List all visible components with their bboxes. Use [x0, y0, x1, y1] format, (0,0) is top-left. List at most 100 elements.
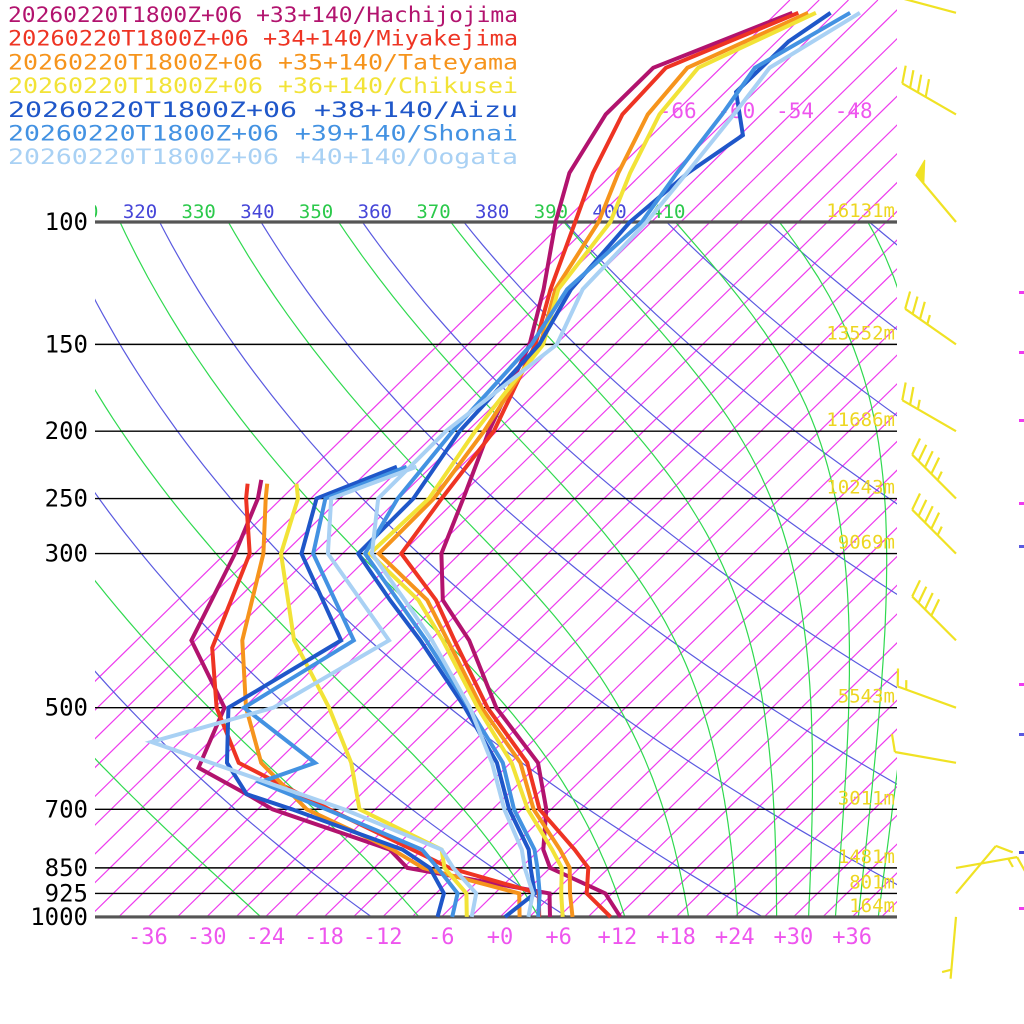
edge-tick	[1019, 851, 1024, 854]
temp-label-bottom: +6	[545, 925, 572, 950]
isotherm-line	[95, 37, 897, 826]
wind-barb-half	[936, 526, 943, 536]
edge-tick	[1019, 291, 1024, 294]
isotherm-line	[646, 670, 897, 917]
dry-adiabat-line	[95, 298, 763, 917]
altitude-label: 13552m	[826, 322, 895, 344]
legend: 20260220T1800Z+06 +33+140/Hachijojima202…	[8, 3, 518, 169]
isotherm-line	[95, 66, 897, 855]
temperature-curve-hachijojima	[439, 10, 794, 918]
wind-barb-column	[890, 0, 1024, 979]
pressure-label: 200	[45, 417, 88, 445]
wind-barb-staff	[904, 307, 957, 346]
edge-tick	[1019, 351, 1024, 354]
wind-barb-staff	[903, 0, 957, 14]
wind-barb-full	[904, 291, 912, 310]
wind-barb-full	[923, 592, 934, 610]
temp-label-bottom: +24	[715, 925, 755, 950]
isotherm-line	[411, 440, 897, 917]
legend-entry-tateyama: 20260220T1800Z+06 +35+140/Tateyama	[8, 50, 518, 74]
isotherm-line	[352, 383, 897, 917]
isotherm-line	[206, 239, 897, 917]
isotherm-line	[147, 181, 897, 917]
wind-barb-full	[918, 301, 926, 320]
wind-barb-staff	[911, 453, 957, 500]
theta-label: 390	[534, 201, 568, 223]
wind-barb-full	[924, 78, 931, 98]
wind-barb-staff	[901, 82, 957, 116]
edge-tick	[1019, 907, 1024, 910]
theta-axis-labels: 310 320 330 340 350 360 370 380 390 400 410	[64, 201, 685, 223]
wind-barb-250hpa	[911, 438, 957, 500]
moist-adiabat-line	[778, 222, 888, 917]
dewpoint-curve-chikusei	[278, 483, 469, 917]
wind-barb-staff	[949, 916, 958, 979]
temp-label-bottom: -12	[363, 925, 403, 950]
isotherm-line	[734, 757, 897, 917]
temp-label-bottom: +12	[597, 925, 637, 950]
dewpoint-curve-miyakejima	[210, 483, 542, 917]
theta-label: 370	[416, 201, 450, 223]
temperature-curve-aizu	[355, 11, 832, 919]
isotherm-line	[675, 699, 897, 917]
wind-barb-600hpa	[890, 734, 957, 764]
theta-label: 360	[358, 201, 392, 223]
temp-label-bottom: +36	[832, 925, 872, 950]
theta-label: 310	[64, 201, 98, 223]
legend-entry-chikusei: 20260220T1800Z+06 +36+140/Chikusei	[8, 74, 518, 98]
temperature-curve-tateyama	[375, 10, 809, 918]
dry-adiabat-line	[564, 222, 897, 505]
altitude-label: 801m	[849, 871, 895, 893]
wind-barb-150hpa	[904, 291, 957, 346]
theta-label: 330	[182, 201, 216, 223]
wind-barb-staff	[897, 685, 957, 709]
altitude-label: 10243m	[826, 477, 895, 499]
pressure-axis: 100 16131m 150 13552m 200 11686m 250 10243m 300 9…	[30, 200, 897, 931]
pressure-label: 1000	[30, 903, 88, 931]
wind-barb-full	[916, 74, 923, 93]
wind-barb-half	[916, 399, 921, 410]
dry-adiabat-line	[666, 222, 897, 417]
isotherm-line	[118, 152, 897, 917]
wind-barb-500hpa	[896, 668, 957, 709]
pressure-label: 100	[45, 208, 88, 236]
wind-barb-full	[930, 598, 941, 617]
wind-barb-100hpa	[915, 159, 957, 223]
temperature-curve-miyakejima	[398, 10, 800, 919]
temp-label-upper: -54	[776, 99, 814, 123]
temperature-axis-bottom: -36 -30 -24 -18 -12 -6 +0 +6 +12 +18 +24 +30 +36	[128, 925, 872, 950]
wind-barb-full	[923, 505, 934, 523]
theta-label: 380	[475, 201, 509, 223]
temperature-curve-shonai	[362, 11, 852, 918]
isotherm-line	[323, 354, 897, 917]
wind-barb-full	[1016, 856, 1024, 872]
isotherm-line	[880, 900, 897, 917]
wind-barb-full	[917, 444, 928, 462]
edge-ticks	[1019, 291, 1024, 910]
pressure-label: 700	[45, 795, 88, 823]
wind-barb-850hpa	[955, 856, 1024, 872]
wind-barb-half	[1007, 858, 1014, 868]
wind-barb-full	[995, 844, 1014, 854]
altitude-label: 3011m	[838, 787, 895, 809]
wind-barb-full	[911, 438, 921, 456]
wind-barb-full	[909, 69, 915, 89]
isotherm-line	[616, 642, 897, 917]
wind-barb-200hpa	[901, 382, 957, 433]
isotherm-line	[822, 843, 897, 917]
dewpoint-curve-shonai	[240, 464, 460, 918]
legend-entry-aizu: 20260220T1800Z+06 +38+140/Aizu	[8, 98, 518, 122]
isotherm-line	[792, 814, 897, 917]
wind-barb-50hpa	[903, 0, 957, 14]
wind-barb-full	[930, 512, 941, 530]
temp-label-bottom: -36	[128, 925, 168, 950]
altitude-label: 9069m	[838, 532, 895, 554]
temp-label-bottom: -18	[304, 925, 344, 950]
altitude-label: 164m	[849, 895, 895, 917]
pressure-label: 150	[45, 330, 88, 358]
dewpoint-curve-aizu	[224, 464, 447, 918]
isotherm-line	[176, 210, 897, 917]
theta-label: 340	[240, 201, 274, 223]
wind-barb-staff	[901, 399, 957, 433]
dry-adiabat-line	[159, 222, 897, 886]
